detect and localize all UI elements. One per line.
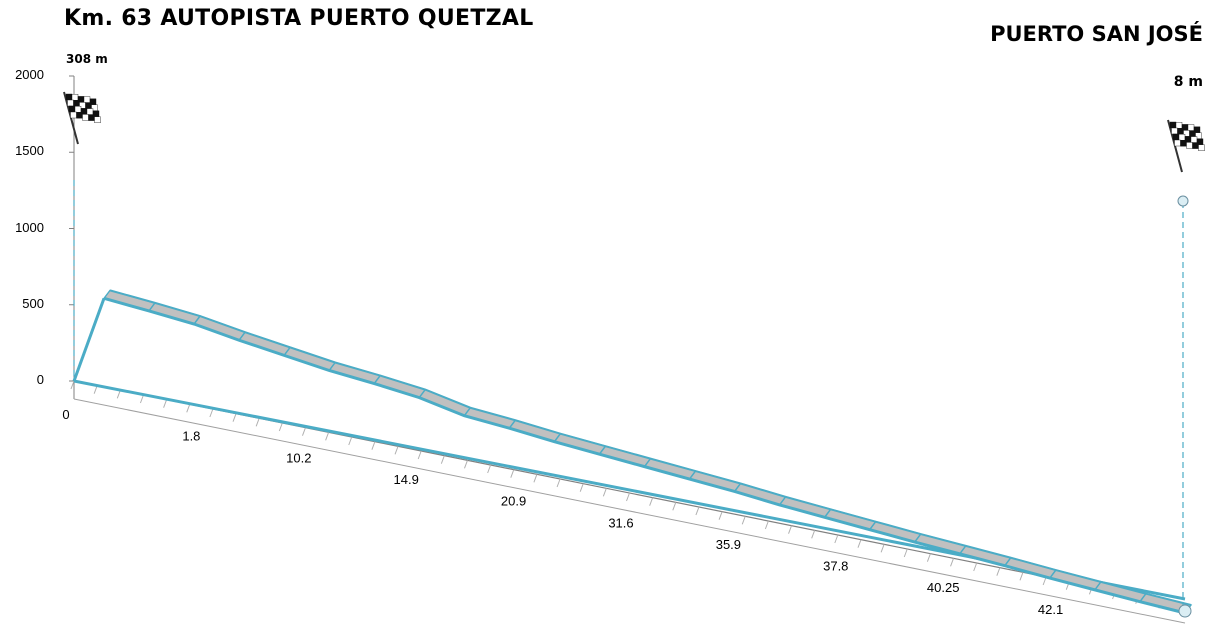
x-tick-label: 1.8: [182, 429, 200, 444]
profile-back-edge: [109, 289, 1192, 606]
x-minor-tick: [487, 464, 492, 474]
x-minor-tick: [903, 548, 908, 558]
start-location-title: Km. 63 AUTOPISTA PUERTO QUETZAL: [64, 6, 534, 31]
x-minor-tick: [718, 511, 723, 520]
x-minor-tick: [602, 488, 607, 497]
x-minor-tick: [926, 553, 931, 562]
x-minor-tick: [255, 418, 260, 427]
x-minor-tick: [834, 534, 839, 544]
chart-axes: [69, 75, 1186, 624]
x-tick-label: 31.6: [608, 515, 633, 530]
x-minor-tick: [510, 469, 515, 478]
x-tick-label: 20.9: [501, 494, 526, 509]
x-minor-tick: [371, 441, 376, 450]
x-minor-tick: [139, 394, 144, 404]
x-minor-tick: [857, 539, 862, 548]
x-minor-tick: [788, 525, 792, 534]
x-minor-tick: [764, 520, 769, 530]
profile-segment: [418, 388, 472, 417]
x-minor-tick: [1019, 572, 1024, 581]
x-minor-tick: [811, 530, 816, 539]
x-minor-tick: [626, 492, 630, 502]
finish-top-marker: [1177, 195, 1189, 207]
x-minor-tick: [93, 385, 98, 394]
x-tick-label: 35.9: [716, 537, 741, 552]
profile-rise-line: [72, 297, 106, 382]
x-axis-front-line: [73, 398, 1186, 624]
x-tick-label: 10.2: [286, 450, 311, 465]
x-minor-tick: [70, 380, 75, 390]
x-tick-label: 40.25: [927, 580, 960, 595]
x-minor-tick: [695, 506, 700, 516]
x-minor-tick: [464, 460, 468, 469]
y-tick-label: 500: [22, 295, 44, 311]
x-tick-label: 42.1: [1038, 602, 1063, 617]
x-minor-tick: [186, 404, 191, 413]
x-minor-tick: [301, 427, 306, 436]
x-minor-tick: [417, 450, 422, 460]
y-tick-label: 2000: [15, 67, 44, 82]
x-minor-tick: [325, 432, 330, 441]
finish-bottom-marker: [1178, 604, 1192, 618]
x-tick-label: 0: [62, 407, 69, 422]
x-tick-label: 14.9: [394, 472, 419, 487]
x-minor-tick: [579, 483, 584, 492]
x-minor-tick: [440, 455, 445, 464]
finish-checkered-flag-icon: [1167, 119, 1205, 173]
profile-front-edge: [103, 296, 1186, 615]
x-minor-tick: [163, 399, 168, 408]
x-minor-tick: [741, 516, 746, 525]
y-tick-label: 1500: [15, 143, 44, 159]
x-minor-tick: [649, 497, 654, 506]
x-minor-tick: [556, 478, 561, 488]
x-minor-tick: [880, 544, 885, 553]
x-minor-tick: [209, 408, 214, 418]
y-tick-label: 1000: [15, 219, 44, 235]
x-minor-tick: [394, 446, 399, 455]
x-minor-tick: [232, 413, 237, 422]
x-minor-tick: [973, 562, 978, 572]
x-minor-tick: [348, 436, 353, 446]
x-minor-tick: [672, 502, 677, 511]
x-minor-tick: [950, 558, 955, 567]
endpoint-markers: [63, 91, 1205, 618]
y-tick-label: 0: [36, 372, 44, 387]
finish-location-title: PUERTO SAN JOSÉ: [990, 22, 1203, 46]
finish-elevation-label: 8 m: [1173, 74, 1203, 90]
x-tick-labels: 0 1.8 10.2 14.9 20.9 31.6 35.9 37.8 40.25 42.1: [62, 407, 1063, 617]
x-minor-tick: [116, 390, 121, 399]
start-elevation-label: 308 m: [66, 52, 108, 66]
x-tick-label: 37.8: [823, 559, 848, 574]
elevation-ribbon: [72, 289, 1193, 615]
x-minor-tick: [278, 422, 283, 432]
start-checkered-flag-icon: [63, 91, 101, 145]
x-minor-tick: [996, 567, 1001, 576]
x-minor-tick: [533, 474, 538, 483]
